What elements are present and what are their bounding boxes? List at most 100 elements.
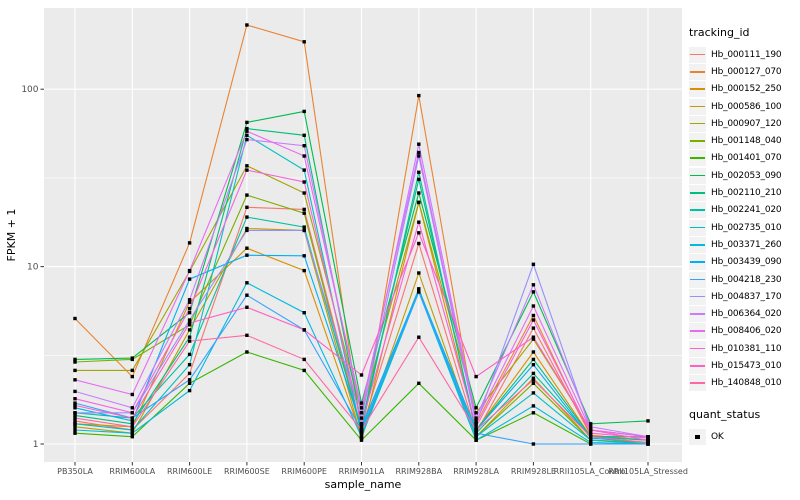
line-swatch-icon <box>690 382 705 384</box>
data-point <box>531 318 536 322</box>
data-point <box>73 416 77 420</box>
legend-title-tracking-id: tracking_id <box>689 26 750 39</box>
legend-item-Hb_003371_260: Hb_003371_260 <box>689 236 799 253</box>
legend-item-Hb_002110_210: Hb_002110_210 <box>689 184 799 202</box>
data-point <box>245 133 249 137</box>
y-tick-label: 10 <box>27 263 39 273</box>
legend-item-Hb_003439_090: Hb_003439_090 <box>689 254 799 271</box>
x-tick-label: RRIM928BA <box>395 467 442 476</box>
legend-label: Hb_001148_040 <box>711 136 782 147</box>
y-tick-label: 100 <box>21 85 38 95</box>
data-point <box>531 283 536 287</box>
legend-label: Hb_003439_090 <box>711 257 782 268</box>
data-point <box>531 313 536 318</box>
data-point <box>130 416 134 420</box>
line-swatch-icon <box>690 330 705 332</box>
data-point <box>302 154 306 158</box>
legend-item-Hb_001148_040: Hb_001148_040 <box>689 132 799 150</box>
legend-label: Hb_001401_070 <box>711 153 782 164</box>
data-point <box>474 428 478 432</box>
data-point <box>187 318 192 322</box>
legend-color-key <box>689 63 706 80</box>
x-tick-label: RRIM928LE <box>511 467 556 476</box>
line-swatch-icon <box>690 313 705 315</box>
data-point <box>589 431 593 435</box>
data-point <box>245 253 249 257</box>
data-point <box>359 422 364 426</box>
line-swatch-icon <box>690 364 705 367</box>
legend-color-key <box>689 375 706 392</box>
data-point <box>73 397 77 401</box>
legend-label-ok: OK <box>711 431 724 442</box>
data-point <box>73 419 77 423</box>
legend-label: Hb_002241_020 <box>711 205 782 216</box>
data-point <box>130 422 134 426</box>
data-point <box>531 404 536 408</box>
data-point <box>73 360 77 364</box>
axis-ticks <box>40 88 649 466</box>
legend-label: Hb_002735_010 <box>711 222 782 233</box>
legend-color-key <box>689 323 706 340</box>
legend-label: Hb_002053_090 <box>711 170 782 181</box>
data-point <box>130 435 134 439</box>
data-point <box>531 442 536 446</box>
data-point <box>187 381 192 385</box>
data-point <box>359 425 364 429</box>
data-point <box>359 401 364 405</box>
data-point <box>359 373 364 377</box>
data-point <box>187 298 192 302</box>
data-point <box>187 328 192 332</box>
data-point <box>302 109 306 114</box>
data-point <box>531 411 536 415</box>
data-point <box>245 226 249 231</box>
data-point <box>359 435 364 439</box>
data-point <box>646 438 650 442</box>
legend-color-key <box>689 271 706 288</box>
data-point <box>130 425 134 429</box>
axis-tick-labels: 100 10 1 PB350LA RRIM600LA RRIM600LE RRIM600SE… <box>21 85 688 476</box>
legend-label: Hb_004218_230 <box>711 274 782 285</box>
x-tick-label: RRIM600SE <box>224 467 270 476</box>
line-swatch-icon <box>690 243 705 246</box>
legend-label: Hb_000586_100 <box>711 101 782 112</box>
data-point <box>130 374 134 379</box>
data-point <box>130 406 134 410</box>
data-point <box>302 180 306 184</box>
data-point <box>302 228 306 233</box>
data-point <box>245 228 249 233</box>
data-point <box>417 191 421 195</box>
legend-label: Hb_015473_010 <box>711 360 782 371</box>
line-swatch-icon <box>690 226 705 229</box>
data-point <box>531 337 536 341</box>
legend-color-key <box>689 306 706 323</box>
data-point <box>245 137 249 142</box>
data-point <box>359 428 364 432</box>
data-point <box>417 231 421 235</box>
legend-color-key <box>689 150 706 167</box>
line-swatch-icon <box>690 192 705 194</box>
legend: tracking_id Hb_000111_190 Hb_000127_070 Hb… <box>689 26 799 446</box>
line-swatch-icon <box>690 295 705 298</box>
data-point <box>474 438 478 442</box>
data-point <box>187 268 192 273</box>
data-point <box>589 442 593 446</box>
data-point <box>474 431 478 435</box>
data-point <box>474 425 478 429</box>
data-point <box>245 193 249 197</box>
data-point <box>245 333 249 337</box>
legend-item-Hb_001401_070: Hb_001401_070 <box>689 150 799 167</box>
data-point <box>531 262 536 266</box>
legend-item-Hb_004837_170: Hb_004837_170 <box>689 288 799 305</box>
legend-label: Hb_002110_210 <box>711 188 782 199</box>
data-point <box>245 293 249 297</box>
data-point <box>187 335 192 339</box>
data-point <box>187 371 192 376</box>
legend-label: Hb_000152_250 <box>711 84 782 95</box>
data-point <box>302 207 306 212</box>
data-point <box>417 177 421 182</box>
legend-item-Hb_000907_120: Hb_000907_120 <box>689 115 799 132</box>
line-swatch-icon <box>690 174 705 177</box>
line-swatch-icon <box>690 157 705 160</box>
data-point <box>302 168 306 172</box>
data-point <box>245 126 249 131</box>
